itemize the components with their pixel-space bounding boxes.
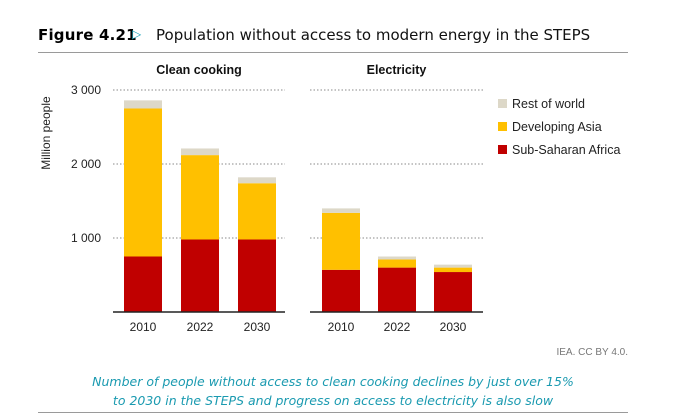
x-tick-clean-cooking-2010: 2010 bbox=[130, 320, 157, 334]
bar-electricity-2022-developing-asia bbox=[378, 259, 416, 268]
bar-clean-cooking-2022-sub-saharan-africa bbox=[181, 239, 219, 312]
figure-header: Figure 4.21 ▷ Population without access … bbox=[38, 24, 628, 50]
bar-electricity-2010-rest-of-world bbox=[322, 208, 360, 213]
footer-divider bbox=[38, 412, 628, 413]
bar-clean-cooking-2030-rest-of-world bbox=[238, 177, 276, 184]
figure-arrow-icon: ▷ bbox=[132, 27, 142, 41]
legend-item-sub-saharan-africa: Sub-Saharan Africa bbox=[498, 138, 620, 161]
caption-line-1: Number of people without access to clean… bbox=[92, 374, 574, 389]
legend-swatch-sub-saharan-africa bbox=[498, 145, 507, 154]
bar-clean-cooking-2022-developing-asia bbox=[181, 155, 219, 240]
legend-item-rest-of-world: Rest of world bbox=[498, 92, 620, 115]
y-axis-title: Million people bbox=[39, 96, 53, 170]
figure-title: Population without access to modern ener… bbox=[156, 26, 591, 44]
bar-electricity-2030-sub-saharan-africa bbox=[434, 272, 472, 312]
x-tick-electricity-2030: 2030 bbox=[440, 320, 467, 334]
y-tick-1000: 1 000 bbox=[71, 231, 101, 245]
bar-clean-cooking-2010-developing-asia bbox=[124, 108, 162, 257]
legend-label-sub-saharan-africa: Sub-Saharan Africa bbox=[512, 142, 621, 157]
bar-electricity-2010-developing-asia bbox=[322, 212, 360, 270]
header-divider bbox=[38, 52, 628, 53]
x-tick-clean-cooking-2030: 2030 bbox=[244, 320, 271, 334]
legend-swatch-developing-asia bbox=[498, 122, 507, 131]
legend-label-developing-asia: Developing Asia bbox=[512, 119, 602, 134]
legend-label-rest-of-world: Rest of world bbox=[512, 96, 585, 111]
y-tick-3000: 3 000 bbox=[71, 83, 101, 97]
bar-electricity-2022-sub-saharan-africa bbox=[378, 267, 416, 312]
y-tick-2000: 2 000 bbox=[71, 157, 101, 171]
x-tick-electricity-2010: 2010 bbox=[328, 320, 355, 334]
x-tick-electricity-2022: 2022 bbox=[384, 320, 411, 334]
chart-legend: Rest of world Developing Asia Sub-Sahara… bbox=[498, 92, 620, 161]
bar-electricity-2010-sub-saharan-africa bbox=[322, 269, 360, 312]
credit-text: IEA. CC BY 4.0. bbox=[556, 347, 628, 358]
bar-clean-cooking-2030-sub-saharan-africa bbox=[238, 239, 276, 312]
bar-clean-cooking-2022-rest-of-world bbox=[181, 148, 219, 156]
figure-caption: Number of people without access to clean… bbox=[38, 372, 628, 410]
x-tick-clean-cooking-2022: 2022 bbox=[187, 320, 214, 334]
figure-label: Figure 4.21 bbox=[38, 26, 137, 44]
bar-electricity-2030-developing-asia bbox=[434, 267, 472, 273]
legend-swatch-rest-of-world bbox=[498, 99, 507, 108]
bar-clean-cooking-2030-developing-asia bbox=[238, 183, 276, 240]
panel-title-electricity: Electricity bbox=[367, 63, 427, 77]
caption-line-2: to 2030 in the STEPS and progress on acc… bbox=[112, 393, 554, 408]
bar-clean-cooking-2010-sub-saharan-africa bbox=[124, 256, 162, 312]
panel-title-clean-cooking: Clean cooking bbox=[156, 63, 241, 77]
bar-electricity-2022-rest-of-world bbox=[378, 256, 416, 260]
legend-item-developing-asia: Developing Asia bbox=[498, 115, 620, 138]
bar-electricity-2030-rest-of-world bbox=[434, 264, 472, 268]
bar-clean-cooking-2010-rest-of-world bbox=[124, 100, 162, 109]
